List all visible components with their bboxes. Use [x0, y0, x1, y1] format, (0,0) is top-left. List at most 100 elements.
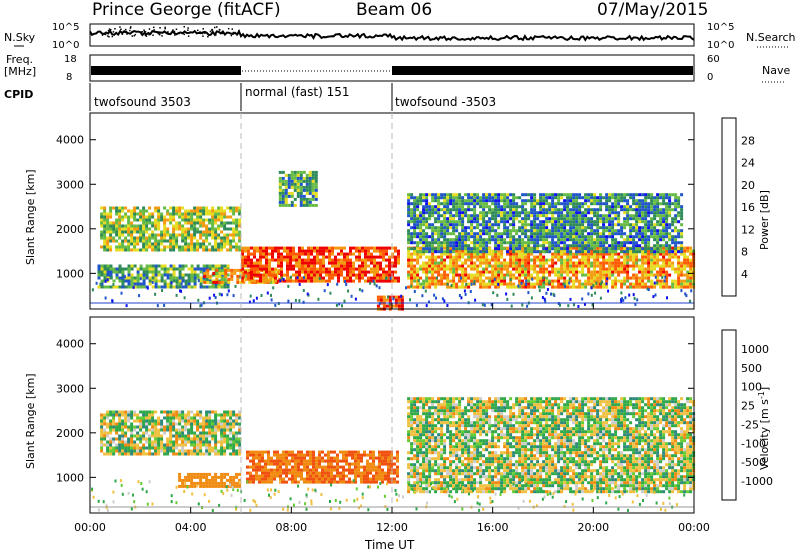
data-cell-5	[485, 259, 488, 262]
data-cell-5	[455, 286, 458, 289]
data-cell-0	[121, 429, 124, 432]
data-cell-0	[184, 450, 187, 453]
data-cell-6	[674, 238, 677, 241]
data-cell-6	[431, 211, 434, 214]
scatter-cell	[525, 280, 527, 283]
data-cell-3	[286, 247, 289, 250]
data-cell-6	[455, 229, 458, 232]
data-cell-0	[124, 411, 127, 414]
data-cell-5	[611, 259, 614, 262]
data-cell-3	[325, 256, 328, 259]
data-cell-3	[307, 256, 310, 259]
scatter-cell	[542, 296, 544, 299]
data-cell-6	[458, 244, 461, 247]
data-cell-6	[593, 214, 596, 217]
data-cell-5	[425, 283, 428, 286]
data-cell-1	[119, 271, 122, 274]
data-cell-5	[626, 262, 629, 265]
data-cell-6	[668, 238, 671, 241]
data-cell-6	[644, 208, 647, 211]
data-cell-6	[641, 229, 644, 232]
data-cell-6	[458, 217, 461, 220]
data-cell-5	[449, 259, 452, 262]
data-cell-5	[674, 286, 677, 289]
data-cell-3	[247, 250, 250, 253]
velocity-heatmap	[90, 397, 695, 512]
data-cell-6	[638, 205, 641, 208]
data-cell-5	[614, 283, 617, 286]
data-cell-0	[160, 423, 163, 426]
data-cell-5	[569, 265, 572, 268]
data-cell-5	[431, 280, 434, 283]
data-cell-6	[524, 232, 527, 235]
data-cell-5	[623, 271, 626, 274]
data-cell-0	[184, 417, 187, 420]
frequency-panel: Freq. [MHz] 18 8 60 0 Nave	[4, 53, 790, 83]
data-cell-5	[569, 286, 572, 289]
data-cell-6	[533, 247, 536, 250]
data-cell-6	[557, 238, 560, 241]
data-cell-0	[148, 234, 151, 237]
data-cell-0	[151, 432, 154, 435]
data-cell-6	[530, 196, 533, 199]
data-cell-6	[410, 238, 413, 241]
scatter-cell	[387, 295, 389, 298]
data-cell-6	[443, 235, 446, 238]
data-cell-0	[187, 249, 190, 252]
data-cell-3	[352, 280, 355, 283]
data-cell-5	[659, 271, 662, 274]
data-cell-6	[563, 220, 566, 223]
data-cell-0	[130, 429, 133, 432]
data-cell-5	[689, 265, 692, 268]
data-cell-6	[449, 202, 452, 205]
data-cell-0	[106, 228, 109, 231]
data-cell-5	[413, 286, 416, 289]
data-cell-0	[163, 246, 166, 249]
data-cell-0	[151, 429, 154, 432]
data-cell-6	[566, 247, 569, 250]
data-cell-5	[458, 265, 461, 268]
data-cell-5	[677, 280, 680, 283]
data-cell-0	[142, 411, 145, 414]
data-cell-0	[178, 429, 181, 432]
data-cell-0	[154, 441, 157, 444]
scatter-cell	[436, 277, 438, 280]
data-cell-0	[103, 237, 106, 240]
data-cell-6	[563, 202, 566, 205]
data-cell-3	[364, 262, 367, 265]
data-cell-5	[596, 277, 599, 280]
scatter-cell	[521, 304, 523, 307]
data-cell-6	[662, 235, 665, 238]
data-cell-1	[170, 268, 173, 271]
data-cell-3	[250, 268, 253, 271]
data-cell-2	[206, 281, 209, 284]
data-cell-5	[680, 283, 683, 286]
data-cell-0	[169, 432, 172, 435]
data-cell-3	[289, 265, 292, 268]
data-cell-6	[449, 211, 452, 214]
data-cell-6	[599, 250, 602, 253]
data-cell-5	[500, 262, 503, 265]
data-cell-6	[551, 220, 554, 223]
data-cell-5	[650, 271, 653, 274]
data-cell-5	[455, 262, 458, 265]
data-cell-2	[215, 281, 218, 284]
data-cell-6	[476, 241, 479, 244]
data-cell-5	[425, 265, 428, 268]
data-cell-3	[277, 253, 280, 256]
data-cell-3	[301, 280, 304, 283]
data-cell-0	[145, 237, 148, 240]
data-cell-5	[680, 274, 683, 277]
data-cell-6	[584, 193, 587, 196]
data-cell-2	[209, 275, 212, 278]
data-cell-6	[422, 205, 425, 208]
data-cell-1	[161, 274, 164, 277]
data-cell-4	[297, 177, 300, 180]
data-cell-4	[279, 186, 282, 189]
data-cell-6	[452, 229, 455, 232]
data-cell-6	[458, 202, 461, 205]
data-cell-0	[106, 447, 109, 450]
data-cell-5	[629, 265, 632, 268]
data-cell-0	[130, 225, 133, 228]
data-cell-6	[554, 205, 557, 208]
